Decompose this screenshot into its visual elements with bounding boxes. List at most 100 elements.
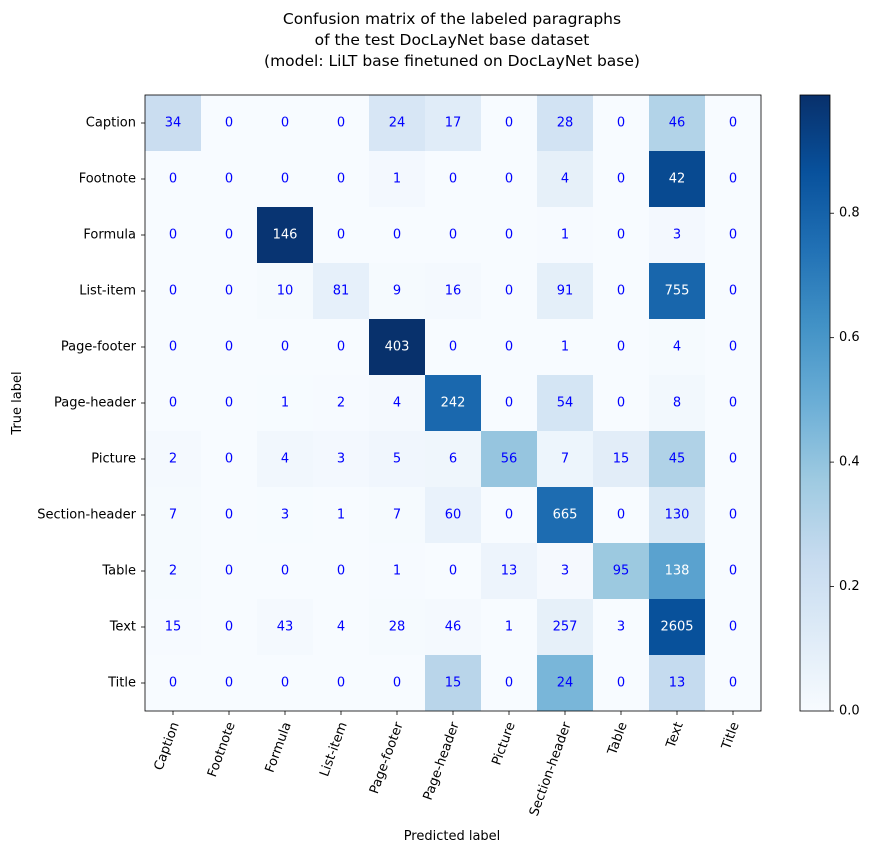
cell-value: 0	[505, 676, 513, 691]
x-tick-label: Footnote	[205, 720, 239, 779]
cell-value: 0	[393, 676, 401, 691]
y-tick-label: Formula	[83, 228, 136, 243]
cell-value: 1	[561, 340, 569, 355]
matrix-cell	[369, 263, 425, 319]
matrix-cell	[145, 655, 201, 711]
cell-value: 257	[553, 620, 578, 635]
matrix-cell	[145, 151, 201, 207]
matrix-cell	[313, 655, 369, 711]
matrix-cell	[425, 487, 481, 543]
x-tick-label: Caption	[151, 720, 182, 772]
matrix-cell	[593, 487, 649, 543]
matrix-cell	[649, 543, 705, 599]
cell-value: 0	[281, 340, 289, 355]
colorbar-tick-label: 0.4	[839, 455, 860, 470]
cell-value: 0	[729, 452, 737, 467]
cell-value: 34	[165, 116, 182, 131]
matrix-cell	[425, 431, 481, 487]
matrix-cell	[145, 431, 201, 487]
matrix-cell	[705, 319, 761, 375]
cell-value: 0	[169, 172, 177, 187]
cell-value: 0	[169, 340, 177, 355]
matrix-cell	[481, 95, 537, 151]
cell-value: 54	[557, 396, 574, 411]
cell-value: 0	[729, 620, 737, 635]
cell-value: 0	[505, 284, 513, 299]
cell-value: 2	[169, 564, 177, 579]
cell-value: 0	[169, 284, 177, 299]
matrix-cell	[537, 655, 593, 711]
cell-value: 0	[505, 508, 513, 523]
y-tick-label: Page-header	[54, 396, 137, 411]
matrix-cell	[369, 207, 425, 263]
cell-value: 7	[393, 508, 401, 523]
matrix-cell	[705, 375, 761, 431]
cell-value: 130	[665, 508, 690, 523]
matrix-cell	[425, 207, 481, 263]
matrix-cell	[257, 487, 313, 543]
cell-value: 2	[337, 396, 345, 411]
cell-value: 0	[225, 564, 233, 579]
matrix-cell	[201, 599, 257, 655]
matrix-cell	[313, 375, 369, 431]
matrix-cell	[593, 263, 649, 319]
cell-value: 15	[613, 452, 630, 467]
matrix-cell	[425, 95, 481, 151]
cell-value: 0	[225, 508, 233, 523]
matrix-cell	[537, 263, 593, 319]
matrix-cell	[593, 543, 649, 599]
matrix-cell	[145, 375, 201, 431]
matrix-cell	[145, 599, 201, 655]
matrix-cell	[649, 319, 705, 375]
matrix-cell	[481, 487, 537, 543]
matrix-cell	[537, 543, 593, 599]
matrix-cell	[369, 543, 425, 599]
cell-value: 0	[337, 116, 345, 131]
matrix-cell	[313, 431, 369, 487]
cell-value: 0	[729, 396, 737, 411]
cell-value: 0	[617, 340, 625, 355]
cell-value: 0	[729, 676, 737, 691]
cell-value: 24	[557, 676, 574, 691]
cell-value: 0	[505, 340, 513, 355]
matrix-cell	[537, 431, 593, 487]
cell-value: 13	[669, 676, 686, 691]
matrix-cell	[145, 319, 201, 375]
cell-value: 0	[617, 676, 625, 691]
matrix-cell	[425, 599, 481, 655]
matrix-cell	[369, 431, 425, 487]
cell-value: 0	[617, 172, 625, 187]
cell-value: 0	[337, 564, 345, 579]
matrix-cell	[537, 95, 593, 151]
cell-value: 28	[389, 620, 406, 635]
cell-value: 0	[281, 172, 289, 187]
matrix-cell	[649, 431, 705, 487]
cell-value: 665	[553, 508, 578, 523]
matrix-cell	[705, 95, 761, 151]
cell-value: 0	[617, 284, 625, 299]
matrix-cell	[145, 95, 201, 151]
matrix-cell	[481, 151, 537, 207]
matrix-cell	[649, 655, 705, 711]
cell-value: 4	[337, 620, 345, 635]
matrix-cell	[593, 655, 649, 711]
title-line-3: (model: LiLT base finetuned on DocLayNet…	[264, 52, 640, 70]
cell-value: 7	[561, 452, 569, 467]
matrix-cell	[481, 207, 537, 263]
cell-value: 755	[665, 284, 690, 299]
matrix-cell	[201, 655, 257, 711]
matrix-cell	[481, 543, 537, 599]
cell-value: 0	[729, 564, 737, 579]
matrix-cell	[257, 151, 313, 207]
matrix-cell	[649, 599, 705, 655]
matrix-cell	[145, 487, 201, 543]
matrix-cell	[705, 599, 761, 655]
cell-value: 0	[617, 396, 625, 411]
matrix-cell	[313, 319, 369, 375]
cell-value: 24	[389, 116, 406, 131]
cell-value: 0	[449, 340, 457, 355]
matrix-cell	[425, 655, 481, 711]
cell-value: 0	[729, 284, 737, 299]
cell-value: 56	[501, 452, 518, 467]
